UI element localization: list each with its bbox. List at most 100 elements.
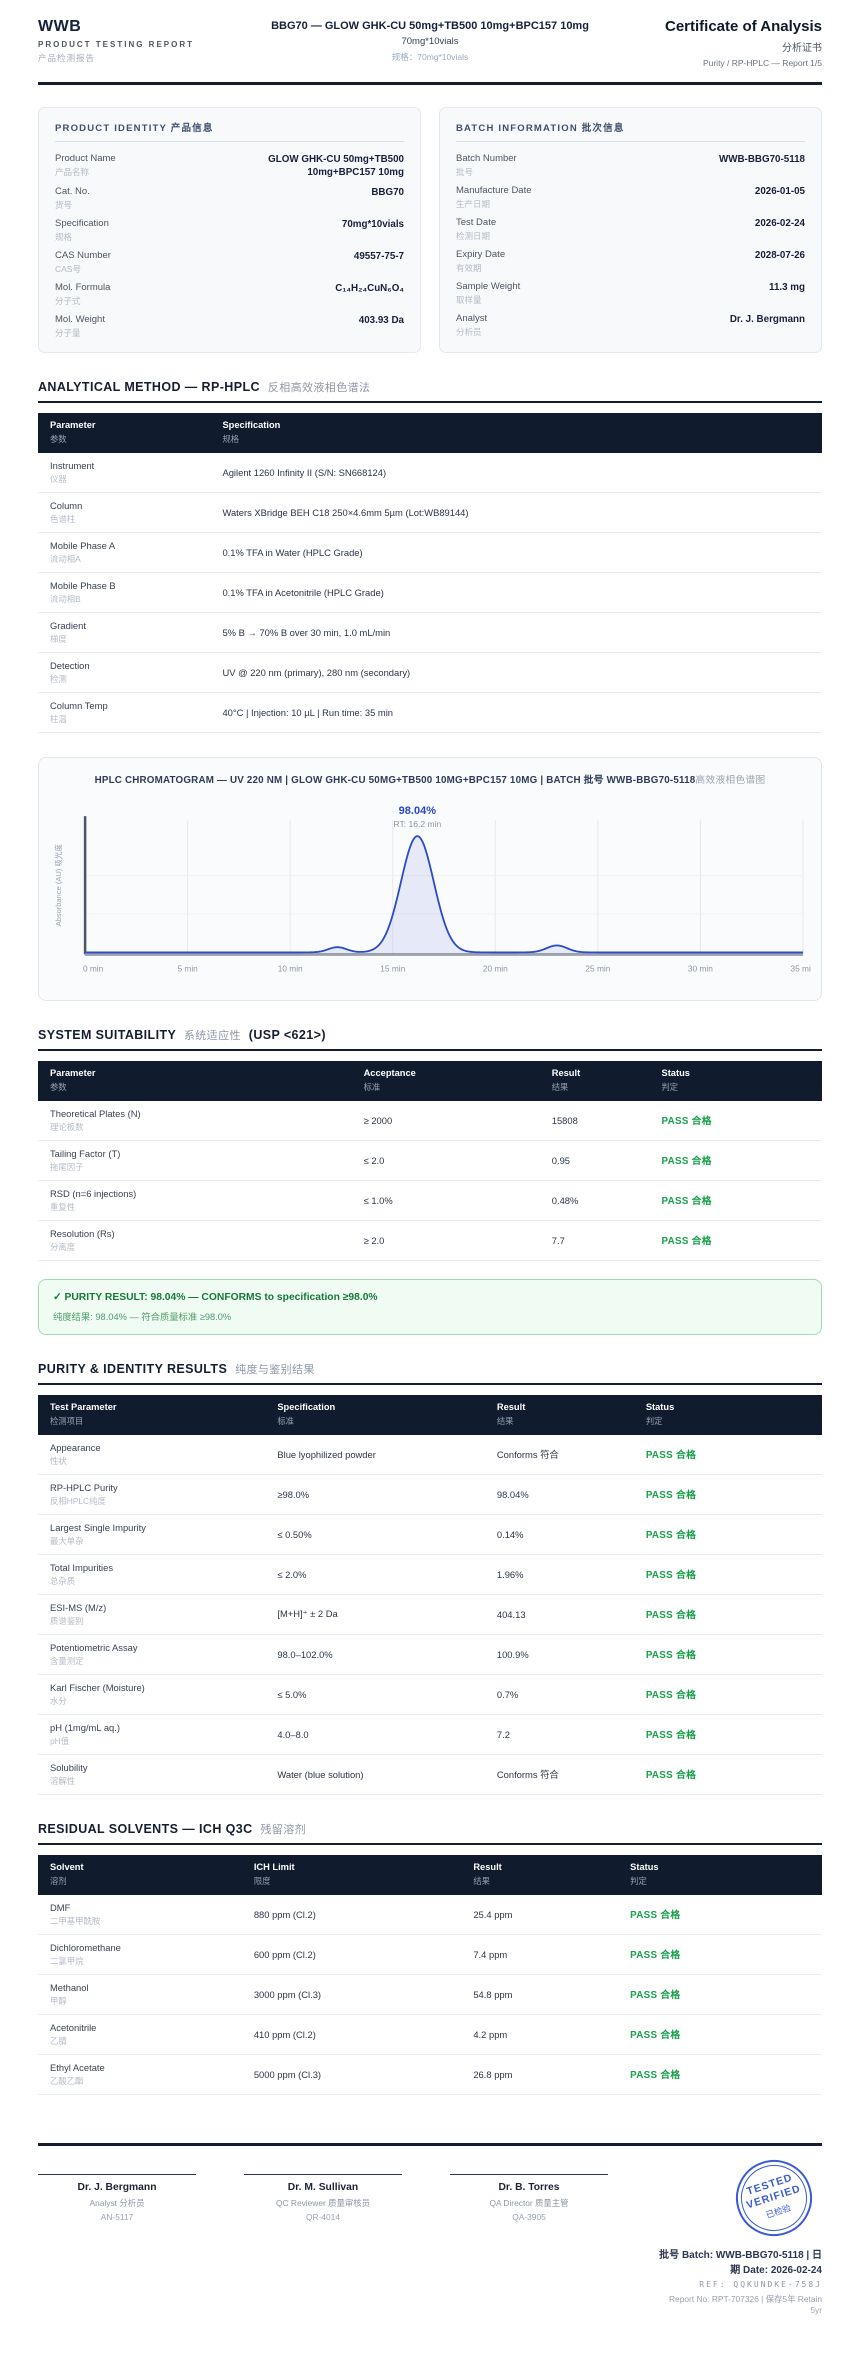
value-cell: 1.96% — [484, 1554, 634, 1595]
stamp-line-2: VERIFIED — [744, 2182, 803, 2212]
info-label: Cat. No. 货号 — [55, 186, 90, 211]
status-badge: PASS 合格 — [645, 1690, 697, 1702]
table-header-cell: Test Parameter 检测项目 — [38, 1394, 266, 1435]
parameter-cn: pH值 — [50, 1735, 70, 1746]
parameter-cell: Column 色谱柱 — [38, 492, 211, 534]
value-cell: 404.13 — [484, 1594, 634, 1635]
parameter-cn: 二甲基甲酰胺 — [50, 1915, 101, 1926]
info-label-en: Specification — [55, 218, 109, 230]
signature-line — [450, 2173, 608, 2175]
signature-name: Dr. J. Bergmann — [77, 2181, 157, 2193]
parameter-en: Ethyl Acetate — [50, 2061, 105, 2073]
table-header-cell: Status 判定 — [649, 1060, 822, 1101]
column-label-en: Acceptance — [363, 1067, 416, 1078]
info-label-cn: 分子量 — [55, 328, 81, 339]
status-badge: PASS 合格 — [630, 1910, 681, 1922]
y-axis-label: Absorbance (AU) 吸光度 — [53, 844, 63, 927]
x-tick-label: 0 min — [83, 964, 104, 974]
signature-id: QA-3905 — [512, 2211, 546, 2222]
status-cell: PASS 合格 — [618, 1934, 822, 1975]
parameter-en: Resolution (Rs) — [50, 1227, 115, 1239]
column-label-en: Result — [551, 1067, 581, 1078]
table-row: Mobile Phase A 流动相A 0.1% TFA in Water (HPL… — [38, 532, 822, 574]
status-cell: PASS 合格 — [633, 1554, 822, 1595]
column-label-en: Specification — [277, 1401, 336, 1412]
info-value: 403.93 Da — [358, 315, 404, 327]
column-label-en: Status — [661, 1067, 690, 1078]
column-label-en: Status — [645, 1401, 675, 1412]
status-cell: PASS 合格 — [649, 1140, 822, 1181]
purity-result-line-cn: 纯度结果: 98.04% — 符合质量标准 ≥98.0% — [53, 1311, 232, 1322]
parameter-en: DMF — [50, 1901, 71, 1913]
parameter-cell: Solubility 溶解性 — [38, 1754, 266, 1795]
info-value: C₁₄H₂₄CuN₆O₄ — [335, 283, 404, 295]
status-cell: PASS 合格 — [633, 1594, 822, 1635]
value-cell: 0.1% TFA in Acetonitrile (HPLC Grade) — [210, 572, 822, 614]
table-header-row: Test Parameter 检测项目 Specification 标准 Result 结… — [38, 1394, 822, 1435]
table-row: Theoretical Plates (N) 理论板数 ≥ 2000 15808 PAS… — [38, 1100, 822, 1141]
peak-purity-label: 98.04% — [399, 805, 437, 817]
status-badge: PASS 合格 — [645, 1450, 697, 1462]
column-label-cn: 溶剂 — [50, 1875, 67, 1886]
residual-solvents-table: Solvent 溶剂 ICH Limit 限度 Result 结果 Status 判定 DMF 二… — [38, 1854, 822, 2095]
parameter-cn: 最大单杂 — [50, 1535, 84, 1546]
value-cell: 600 ppm (Cl.2) — [241, 1934, 462, 1975]
parameter-cell: Resolution (Rs) 分离度 — [38, 1220, 352, 1261]
value-cell: 15808 — [539, 1100, 650, 1141]
column-label-cn: 结果 — [473, 1875, 490, 1886]
value-cell: 7.2 — [484, 1714, 634, 1755]
table-header-cell: Specification 规格 — [210, 413, 822, 454]
signature-block: Dr. M. Sullivan QC Reviewer 质量审核员 QR-4014 — [244, 2173, 402, 2222]
product-title: BBG70 — GLOW GHK-CU 50mg+TB500 10mg+BPC1… — [271, 20, 589, 32]
brand-subtitle-cn: 产品检测报告 — [38, 53, 96, 63]
table-row: Mobile Phase B 流动相B 0.1% TFA in Acetonitri… — [38, 572, 822, 614]
parameter-cell: Instrument 仪器 — [38, 453, 211, 494]
info-row: Cat. No. 货号 BBG70 — [55, 182, 404, 214]
parameter-en: Column Temp — [50, 700, 108, 712]
signature-role: QA Director 质量主管 — [489, 2197, 569, 2208]
table-row: pH (1mg/mL aq.) pH值 4.0–8.0 7.2 PASS 合格 — [38, 1714, 822, 1755]
status-cell: PASS 合格 — [618, 2054, 822, 2095]
value-cell: Conforms 符合 — [484, 1434, 634, 1475]
table-row: Total Impurities 总杂质 ≤ 2.0% 1.96% PASS 合格 — [38, 1554, 822, 1595]
value-cell: Water (blue solution) — [265, 1754, 485, 1795]
column-label-en: Solvent — [50, 1861, 84, 1872]
column-label-en: Result — [496, 1401, 526, 1412]
status-badge: PASS 合格 — [645, 1610, 697, 1622]
info-label-en: Test Date — [456, 217, 497, 228]
value-cell: 4.2 ppm — [461, 2014, 619, 2055]
parameter-cell: Dichloromethane 二氯甲烷 — [38, 1934, 242, 1975]
system-suitability-section-title: SYSTEM SUITABILITY 系统适应性 (USP <621>) — [38, 1027, 822, 1051]
batch-information-panel: BATCH INFORMATION 批次信息 Batch Number 批号 WWB… — [439, 107, 822, 354]
table-row: Appearance 性状 Blue lyophilized powder Confo… — [38, 1434, 822, 1475]
footer-batch-line: 批号 Batch: WWB-BBG70-5118 | 日期 Date: 2026… — [659, 2249, 822, 2276]
status-cell: PASS 合格 — [618, 1894, 822, 1935]
signature-id: AN-5117 — [100, 2211, 134, 2222]
column-label-cn: 判定 — [630, 1875, 647, 1886]
parameter-cn: 色谱柱 — [50, 514, 76, 525]
value-cell: 100.9% — [484, 1634, 634, 1675]
parameter-cn: 反相HPLC纯度 — [50, 1495, 106, 1506]
column-label-en: Test Parameter — [50, 1401, 117, 1412]
parameter-en: Instrument — [50, 460, 95, 472]
parameter-cell: Gradient 梯度 — [38, 612, 211, 654]
brand-subtitle: PRODUCT TESTING REPORT — [38, 40, 195, 49]
parameter-en: RSD (n=6 injections) — [50, 1187, 137, 1199]
parameter-cell: Column Temp 柱温 — [38, 692, 211, 734]
tested-verified-stamp: TESTED VERIFIED 已检验 — [726, 2150, 822, 2246]
parameter-en: Methanol — [50, 1981, 89, 1993]
parameter-cell: Theoretical Plates (N) 理论板数 — [38, 1100, 352, 1141]
table-row: Karl Fischer (Moisture) 水分 ≤ 5.0% 0.7% PASS … — [38, 1674, 822, 1715]
parameter-en: Tailing Factor (T) — [50, 1147, 121, 1159]
value-cell: 0.1% TFA in Water (HPLC Grade) — [210, 532, 822, 574]
info-label: Specification 规格 — [55, 218, 109, 243]
parameter-en: Gradient — [50, 620, 86, 632]
value-cell: ≥ 2.0 — [351, 1220, 540, 1261]
document-footer: Dr. J. Bergmann Analyst 分析员 AN-5117 Dr. M. … — [38, 2142, 822, 2315]
table-header-cell: Parameter 参数 — [38, 1060, 352, 1101]
status-cell: PASS 合格 — [633, 1434, 822, 1475]
table-row: Potentiometric Assay 含量测定 98.0–102.0% 100.9… — [38, 1634, 822, 1675]
status-badge: PASS 合格 — [661, 1156, 712, 1168]
status-badge: PASS 合格 — [661, 1236, 712, 1248]
